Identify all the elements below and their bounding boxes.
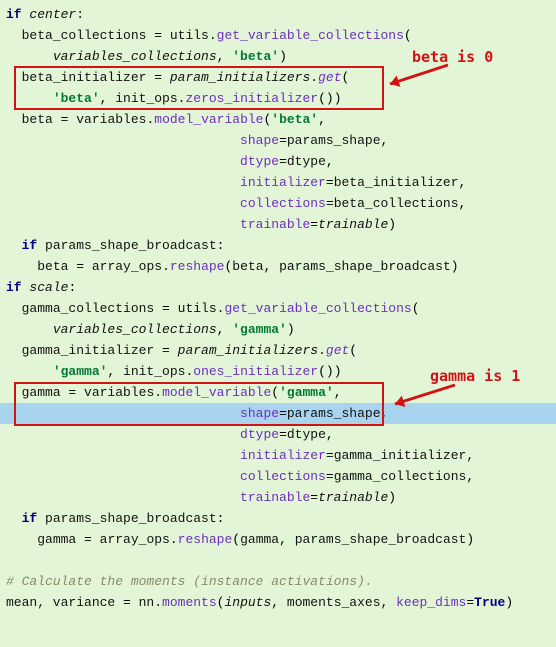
code-line: mean, variance = nn.moments(inputs, mome… bbox=[6, 592, 550, 613]
code-line: initializer=beta_initializer, bbox=[6, 172, 550, 193]
code-line: dtype=dtype, bbox=[6, 424, 550, 445]
code-line: if params_shape_broadcast: bbox=[6, 235, 550, 256]
code-line: 'beta', init_ops.zeros_initializer()) bbox=[6, 88, 550, 109]
code-line: initializer=gamma_initializer, bbox=[6, 445, 550, 466]
code-line: if center: bbox=[6, 4, 550, 25]
code-editor: if center: beta_collections = utils.get_… bbox=[0, 0, 556, 617]
code-line: dtype=dtype, bbox=[6, 151, 550, 172]
code-line: gamma = array_ops.reshape(gamma, params_… bbox=[6, 529, 550, 550]
code-line: variables_collections, 'gamma') bbox=[6, 319, 550, 340]
code-line: collections=beta_collections, bbox=[6, 193, 550, 214]
code-line: beta = array_ops.reshape(beta, params_sh… bbox=[6, 256, 550, 277]
code-line: shape=params_shape, bbox=[6, 403, 550, 424]
code-line: collections=gamma_collections, bbox=[6, 466, 550, 487]
code-line-comment: # Calculate the moments (instance activa… bbox=[6, 571, 550, 592]
arrow-icon-gamma bbox=[385, 375, 465, 414]
code-line: beta_collections = utils.get_variable_co… bbox=[6, 25, 550, 46]
code-line: if params_shape_broadcast: bbox=[6, 508, 550, 529]
code-line: gamma_initializer = param_initializers.g… bbox=[6, 340, 550, 361]
code-line: beta_initializer = param_initializers.ge… bbox=[6, 67, 550, 88]
arrow-icon-beta bbox=[380, 55, 458, 94]
code-line: if scale: bbox=[6, 277, 550, 298]
code-line: shape=params_shape, bbox=[6, 130, 550, 151]
code-line: trainable=trainable) bbox=[6, 214, 550, 235]
code-line: beta = variables.model_variable('beta', bbox=[6, 109, 550, 130]
code-line: gamma_collections = utils.get_variable_c… bbox=[6, 298, 550, 319]
code-line: trainable=trainable) bbox=[6, 487, 550, 508]
code-line-blank bbox=[6, 550, 550, 571]
